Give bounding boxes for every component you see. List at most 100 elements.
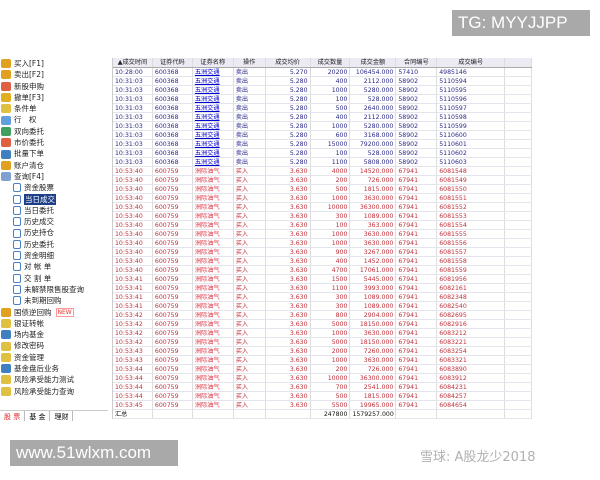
sidebar-item[interactable]: 基金盘后业务 xyxy=(0,363,108,374)
sidebar-item[interactable]: 资金股票 xyxy=(0,182,108,193)
sidebar-item[interactable]: 双向委托 xyxy=(0,126,108,137)
column-header[interactable]: ▲成交时间 xyxy=(113,58,153,67)
table-row[interactable]: 10:53:44 600759 洲际油气 买入 3.630 500 1815.000 6794… xyxy=(113,392,532,401)
table-row[interactable]: 10:53:40 600759 洲际油气 买入 3.630 300 1089.000 6794… xyxy=(113,212,532,221)
sidebar-item[interactable]: 对 帐 单 xyxy=(0,261,108,272)
table-row[interactable]: 10:53:40 600759 洲际油气 买入 3.630 4700 17061.000 67… xyxy=(113,266,532,275)
sidebar-item[interactable]: 未解禁限售股查询 xyxy=(0,284,108,295)
table-cell: 67941 xyxy=(396,221,438,229)
table-row[interactable]: 10:53:40 600759 洲际油气 买入 3.630 1000 3630.000 679… xyxy=(113,230,532,239)
sidebar-item[interactable]: 修改密码 xyxy=(0,340,108,351)
table-cell: 买入 xyxy=(234,257,266,265)
sidebar-item[interactable]: 市价委托 xyxy=(0,137,108,148)
table-row[interactable]: 10:53:40 600759 洲际油气 买入 3.630 900 3267.000 6794… xyxy=(113,248,532,257)
sidebar-item[interactable]: 批量下单 xyxy=(0,148,108,159)
table-row[interactable]: 10:53:40 600759 洲际油气 买入 3.630 400 1452.000 6794… xyxy=(113,257,532,266)
sidebar-item[interactable]: 国债逆回购 NEW xyxy=(0,307,108,318)
sidebar-item[interactable]: 银证转帐 xyxy=(0,318,108,329)
table-cell: 洲际油气 xyxy=(193,320,234,328)
table-row[interactable]: 10:28:00 600368 五洲交通 卖出 5.270 20200 106454.000… xyxy=(113,68,532,77)
table-row[interactable]: 10:53:40 600759 洲际油气 买入 3.630 1000 3630.000 679… xyxy=(113,239,532,248)
table-row[interactable]: 10:53:43 600759 洲际油气 买入 3.630 2000 7260.000 679… xyxy=(113,347,532,356)
table-row[interactable]: 10:53:41 600759 洲际油气 买入 3.630 1500 5445.000 679… xyxy=(113,275,532,284)
table-row[interactable]: 10:53:42 600759 洲际油气 买入 3.630 5000 18150.000 67… xyxy=(113,338,532,347)
table-row[interactable]: 10:53:40 600759 洲际油气 买入 3.630 4000 14520.000 67… xyxy=(113,167,532,176)
sidebar-item[interactable]: 历史成交 xyxy=(0,216,108,227)
table-row[interactable]: 10:31:03 600368 五洲交通 卖出 5.280 1000 5280.000 589… xyxy=(113,122,532,131)
sidebar-item[interactable]: 风险承受能力测试 xyxy=(0,374,108,385)
table-row[interactable]: 10:53:42 600759 洲际油气 买入 3.630 1000 3630.000 679… xyxy=(113,329,532,338)
sidebar-item[interactable]: 资金管理 xyxy=(0,352,108,363)
table-row[interactable]: 10:53:44 600759 洲际油气 买入 3.630 10000 36300.000 6… xyxy=(113,374,532,383)
sidebar-item[interactable]: 交 割 单 xyxy=(0,273,108,284)
document-icon xyxy=(13,239,21,249)
sidebar-item-label: 未到期回购 xyxy=(24,296,62,306)
table-row[interactable]: 10:53:40 600759 洲际油气 买入 3.630 200 726.000 67941… xyxy=(113,176,532,185)
table-row[interactable]: 10:31:03 600368 五洲交通 卖出 5.280 100 528.000 58902… xyxy=(113,95,532,104)
table-cell: 洲际油气 xyxy=(193,212,234,220)
column-header[interactable]: 证券名称 xyxy=(193,58,234,67)
table-row[interactable]: 10:31:03 600368 五洲交通 卖出 5.280 100 528.000 58902… xyxy=(113,149,532,158)
sidebar-item[interactable]: 风险承受能力查询 xyxy=(0,386,108,397)
table-row[interactable]: 10:31:03 600368 五洲交通 卖出 5.280 15000 79200.000 5… xyxy=(113,140,532,149)
sidebar-item[interactable]: 卖出[F2] xyxy=(0,69,108,80)
sidebar-item[interactable]: 历史持仓 xyxy=(0,227,108,238)
table-cell: 买入 xyxy=(234,311,266,319)
buy-icon xyxy=(1,59,11,69)
table-row[interactable]: 10:53:40 600759 洲际油气 买入 3.630 1000 3630.000 679… xyxy=(113,194,532,203)
sidebar-item[interactable]: 未到期回购 xyxy=(0,295,108,306)
sidebar-item[interactable]: 查询[F4] xyxy=(0,171,108,182)
table-row[interactable]: 10:31:03 600368 五洲交通 卖出 5.280 600 3168.000 5890… xyxy=(113,131,532,140)
column-header[interactable]: 合同编号 xyxy=(396,58,438,67)
sidebar-item[interactable]: 买入[F1] xyxy=(0,58,108,69)
column-header[interactable]: 成交数量 xyxy=(311,58,351,67)
table-row[interactable]: 10:53:44 600759 洲际油气 买入 3.630 700 2541.000 6794… xyxy=(113,383,532,392)
column-header[interactable]: 成交均价 xyxy=(266,58,311,67)
sidebar-item[interactable]: 行 权 xyxy=(0,114,108,125)
sidebar-item[interactable]: 当日委托 xyxy=(0,205,108,216)
sidebar-item[interactable]: 撤单[F3] xyxy=(0,92,108,103)
column-header[interactable]: 成交金额 xyxy=(350,58,397,67)
column-header[interactable] xyxy=(505,58,532,67)
sidebar-item[interactable]: 历史委托 xyxy=(0,239,108,250)
sidebar-item[interactable]: 当日成交 xyxy=(0,193,108,205)
table-row[interactable]: 10:53:45 600759 洲际油气 买入 3.630 5500 19965.000 67… xyxy=(113,401,532,410)
table-cell: 1452.000 xyxy=(350,257,397,265)
table-cell: 800 xyxy=(311,311,351,319)
table-cell: 买入 xyxy=(234,266,266,274)
column-header[interactable]: 成交编号 xyxy=(437,58,506,67)
table-cell: 600759 xyxy=(153,194,193,202)
table-row[interactable]: 10:53:42 600759 洲际油气 买入 3.630 5000 18150.000 67… xyxy=(113,320,532,329)
table-cell: 卖出 xyxy=(234,95,266,103)
table-row[interactable]: 10:53:42 600759 洲际油气 买入 3.630 800 2904.000 6794… xyxy=(113,311,532,320)
table-row[interactable]: 10:31:03 600368 五洲交通 卖出 5.280 1100 5808.000 589… xyxy=(113,158,532,167)
tab-2[interactable]: 理财 xyxy=(50,411,74,421)
table-row[interactable]: 10:53:44 600759 洲际油气 买入 3.630 200 726.000 67941… xyxy=(113,365,532,374)
column-header[interactable]: 操作 xyxy=(234,58,266,67)
table-row[interactable]: 10:53:41 600759 洲际油气 买入 3.630 300 1089.000 6794… xyxy=(113,302,532,311)
table-cell: 买入 xyxy=(234,392,266,400)
table-row[interactable]: 10:31:03 600368 五洲交通 卖出 5.280 400 2112.000 5890… xyxy=(113,77,532,86)
table-cell: 卖出 xyxy=(234,158,266,166)
table-cell: 3.630 xyxy=(266,356,311,364)
sidebar-item[interactable]: 账户清仓 xyxy=(0,160,108,171)
table-row[interactable]: 10:53:43 600759 洲际油气 买入 3.630 1000 3630.000 679… xyxy=(113,356,532,365)
table-row[interactable]: 10:53:40 600759 洲际油气 买入 3.630 10000 36300.000 6… xyxy=(113,203,532,212)
tab-1[interactable]: 基 金 xyxy=(25,411,51,421)
table-row[interactable]: 10:31:03 600368 五洲交通 卖出 5.280 500 2640.000 5890… xyxy=(113,104,532,113)
table-row[interactable]: 10:53:41 600759 洲际油气 买入 3.630 1100 3993.000 679… xyxy=(113,284,532,293)
sidebar-item[interactable]: 场内基金 xyxy=(0,329,108,340)
column-header[interactable]: 证券代码 xyxy=(153,58,193,67)
table-cell: 5.280 xyxy=(266,113,311,121)
sidebar-item[interactable]: 资金明细 xyxy=(0,250,108,261)
table-row[interactable]: 10:31:03 600368 五洲交通 卖出 5.280 1000 5280.000 589… xyxy=(113,86,532,95)
sidebar-item[interactable]: 条件单 xyxy=(0,103,108,114)
table-row[interactable]: 10:53:40 600759 洲际油气 买入 3.630 100 363.000 67941… xyxy=(113,221,532,230)
sidebar-item[interactable]: 新股申购 xyxy=(0,81,108,92)
tab-0[interactable]: 股 票 xyxy=(0,411,26,421)
table-cell: 600759 xyxy=(153,275,193,283)
table-row[interactable]: 10:53:40 600759 洲际油气 买入 3.630 500 1815.000 6794… xyxy=(113,185,532,194)
table-row[interactable]: 10:31:03 600368 五洲交通 卖出 5.280 400 2112.000 5890… xyxy=(113,113,532,122)
table-row[interactable]: 10:53:41 600759 洲际油气 买入 3.630 300 1089.000 6794… xyxy=(113,293,532,302)
table-cell: 600368 xyxy=(153,86,193,94)
